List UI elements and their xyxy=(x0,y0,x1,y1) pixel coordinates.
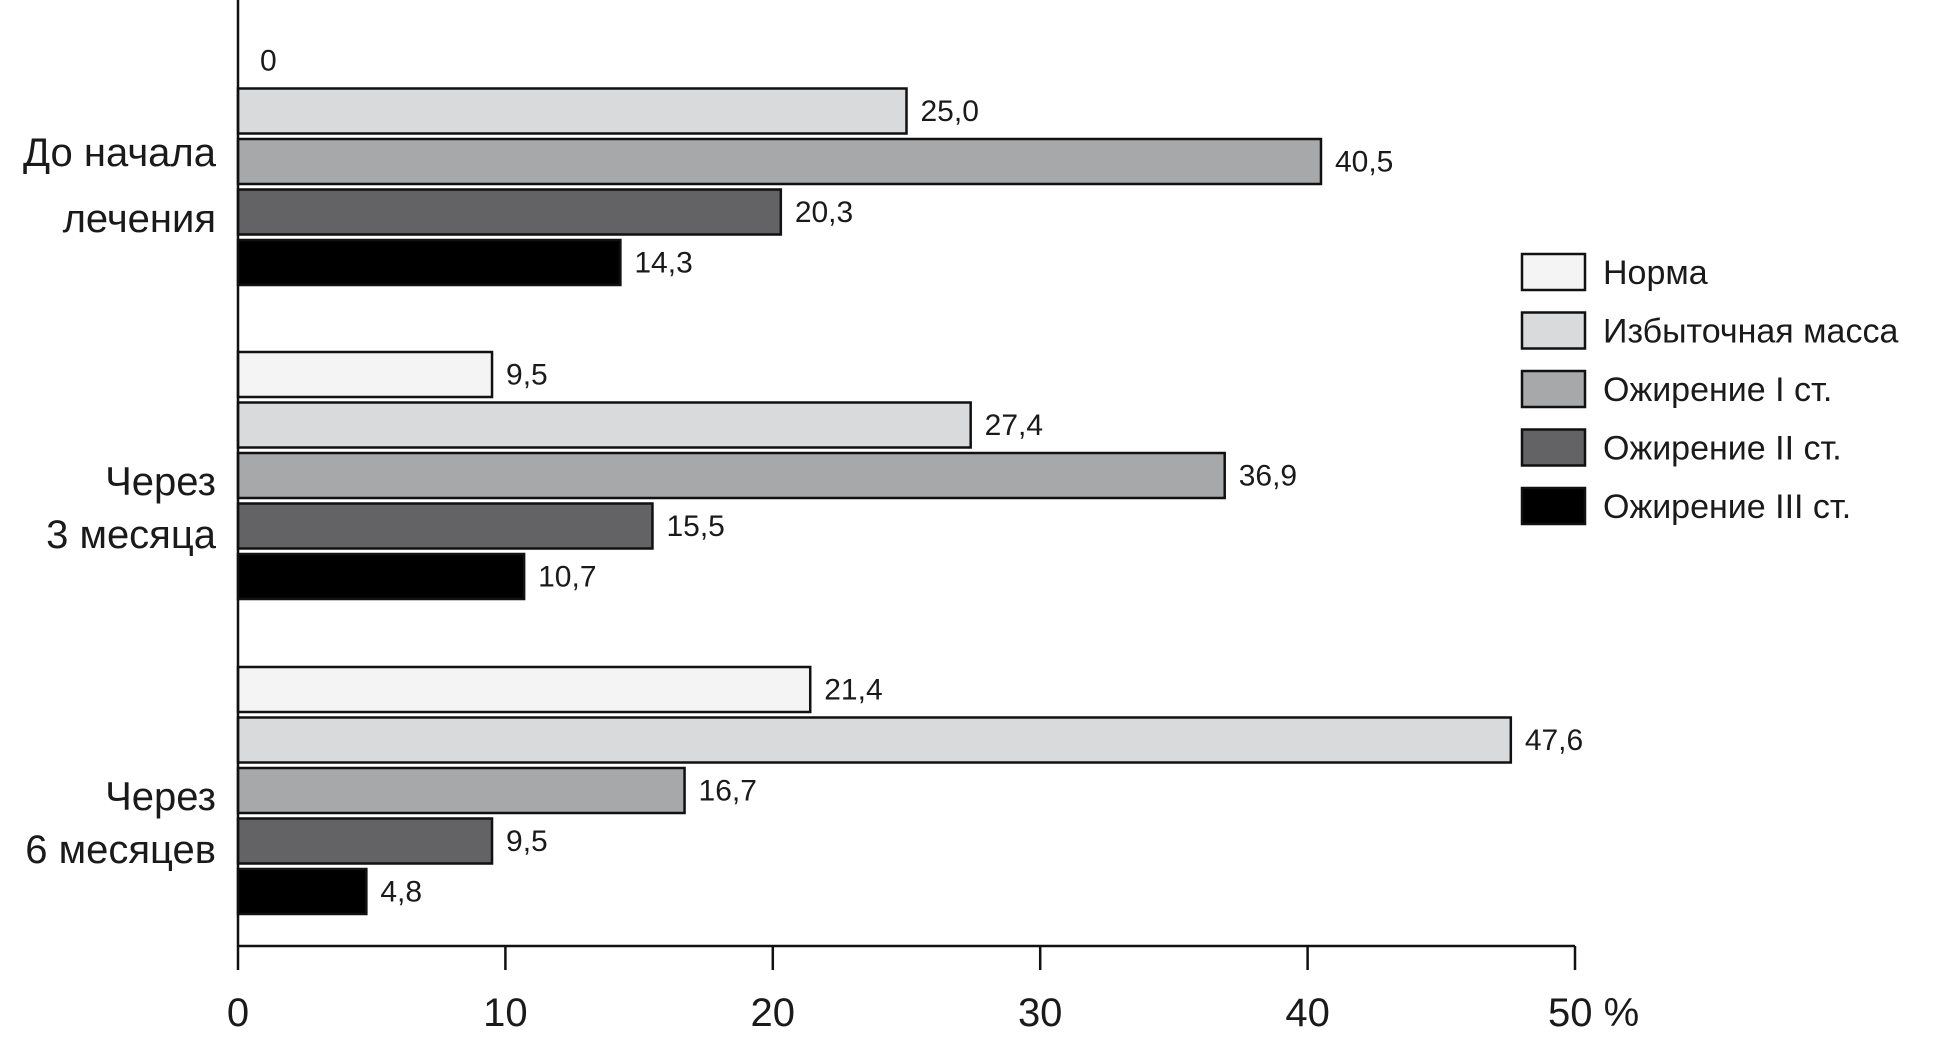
x-tick-label: 10 xyxy=(483,991,528,1035)
bar-3-2 xyxy=(236,716,1513,764)
legend-label: Ожирение III ст. xyxy=(1603,488,1851,526)
legend-swatch xyxy=(1520,252,1587,292)
bar-3-4 xyxy=(236,817,494,865)
axes-layer: 0 10 20 30 40 50 % xyxy=(227,0,1639,1035)
category-label: 3 месяца xyxy=(46,513,217,557)
x-tick-label: 30 xyxy=(1018,991,1063,1035)
category-labels-layer: До начала лечения Через 3 месяца Через 6 меся… xyxy=(23,131,217,872)
x-tick-label: 50 % xyxy=(1548,991,1639,1035)
bar-2-4 xyxy=(236,502,654,550)
bar-value-label: 36,9 xyxy=(1239,460,1297,493)
bar-2-5 xyxy=(236,552,526,601)
bar-value-label: 15,5 xyxy=(666,510,724,543)
legend-swatch xyxy=(1520,486,1587,526)
bar-1-5 xyxy=(236,238,622,287)
bar-3-1 xyxy=(236,665,812,714)
legend-swatch xyxy=(1520,311,1587,350)
legend-swatch xyxy=(1520,428,1587,467)
bar-3-5 xyxy=(236,867,368,916)
bar-value-label: 25,0 xyxy=(921,95,979,128)
legend-label: Ожирение II ст. xyxy=(1603,430,1842,468)
bar-value-label: 16,7 xyxy=(699,775,757,808)
bar-value-label: 47,6 xyxy=(1525,724,1583,757)
bar-value-label: 9,5 xyxy=(506,359,548,392)
x-tick-label: 0 xyxy=(227,991,249,1035)
legend-swatch xyxy=(1520,369,1587,409)
legend-label: Норма xyxy=(1603,254,1708,292)
category-label: Через xyxy=(105,460,216,504)
bar-3-3 xyxy=(236,766,686,815)
bar-value-label: 4,8 xyxy=(380,876,422,909)
category-label: 6 месяцев xyxy=(25,828,216,872)
value-labels-layer: 0 25,0 40,5 20,3 14,3 9,5 27,4 36,9 15,5 10,7 21,4… xyxy=(260,45,1583,909)
bar-value-label: 40,5 xyxy=(1335,146,1393,179)
x-tick-label: 40 xyxy=(1285,991,1330,1035)
category-label: Через xyxy=(105,775,216,819)
bar-1-4 xyxy=(236,188,783,236)
bar-value-label: 21,4 xyxy=(824,674,882,707)
bar-value-label: 20,3 xyxy=(795,196,853,229)
category-label: лечения xyxy=(63,197,216,241)
bar-2-2 xyxy=(236,401,972,449)
legend-label: Избыточная масса xyxy=(1603,313,1898,351)
bars-layer xyxy=(236,87,1513,916)
legend-label: Ожирение I ст. xyxy=(1603,371,1832,409)
legend: Норма Избыточная масса Ожирение I ст. Ожире… xyxy=(1520,252,1898,526)
bar-value-label: 9,5 xyxy=(506,825,548,858)
bar-2-3 xyxy=(236,451,1226,500)
bar-value-label: 14,3 xyxy=(634,247,692,280)
bar-value-label: 27,4 xyxy=(985,409,1043,442)
x-tick-label: 20 xyxy=(751,991,796,1035)
bar-1-2 xyxy=(236,87,908,135)
bar-value-label: 10,7 xyxy=(538,561,596,594)
bar-1-3 xyxy=(236,137,1323,186)
category-label: До начала xyxy=(23,131,217,175)
bar-2-1 xyxy=(236,350,494,399)
bar-value-label: 0 xyxy=(260,45,277,78)
